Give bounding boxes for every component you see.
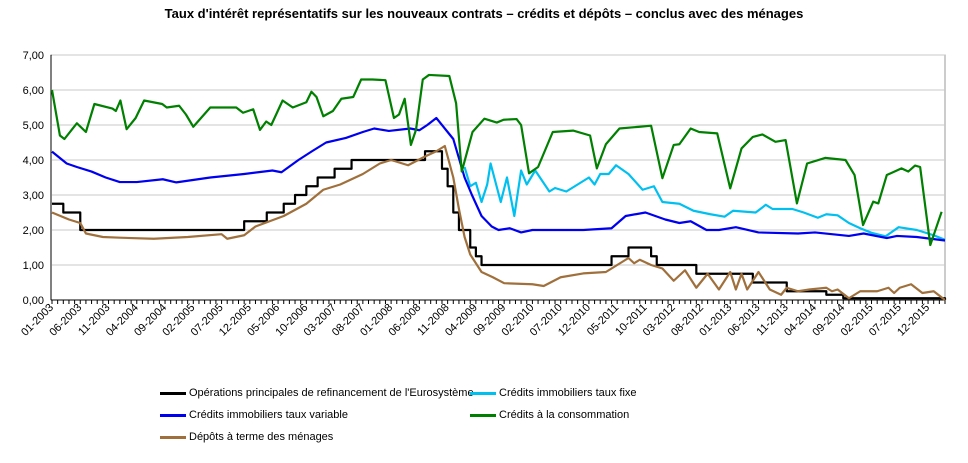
y-tick-label: 2,00 [23, 225, 44, 237]
series-line [51, 116, 946, 242]
series-line [50, 73, 943, 247]
legend-item: Crédits immobiliers taux fixe [470, 386, 637, 400]
y-tick-label: 7,00 [23, 50, 44, 62]
legend-label: Crédits immobiliers taux fixe [499, 387, 637, 399]
series-line [51, 144, 946, 301]
legend-item: Opérations principales de refinancement … [160, 386, 474, 400]
legend-swatch [160, 391, 186, 395]
plot-area [50, 54, 946, 301]
y-tick-label: 4,00 [23, 155, 44, 167]
series-line [463, 162, 946, 241]
legend-label: Crédits à la consommation [499, 409, 630, 421]
series-line [52, 150, 947, 300]
legend-swatch [470, 413, 496, 417]
chart-title: Taux d'intérêt représentatifs sur les no… [164, 6, 804, 21]
y-tick-label: 0,00 [23, 295, 44, 307]
y-tick-label: 1,00 [23, 260, 44, 272]
y-tick-label: 5,00 [23, 120, 44, 132]
legend-item: Crédits à la consommation [470, 408, 629, 422]
legend-swatch [160, 413, 186, 417]
legend-label: Dépôts à terme des ménages [189, 431, 334, 443]
y-tick-label: 6,00 [23, 85, 44, 97]
legend-swatch [160, 435, 186, 439]
legend-item: Crédits immobiliers taux variable [160, 408, 348, 422]
legend-label: Crédits immobiliers taux variable [189, 409, 348, 421]
legend-label: Opérations principales de refinancement … [189, 387, 474, 399]
legend-swatch [470, 391, 496, 395]
legend-item: Dépôts à terme des ménages [160, 430, 333, 444]
y-tick-label: 3,00 [23, 190, 44, 202]
